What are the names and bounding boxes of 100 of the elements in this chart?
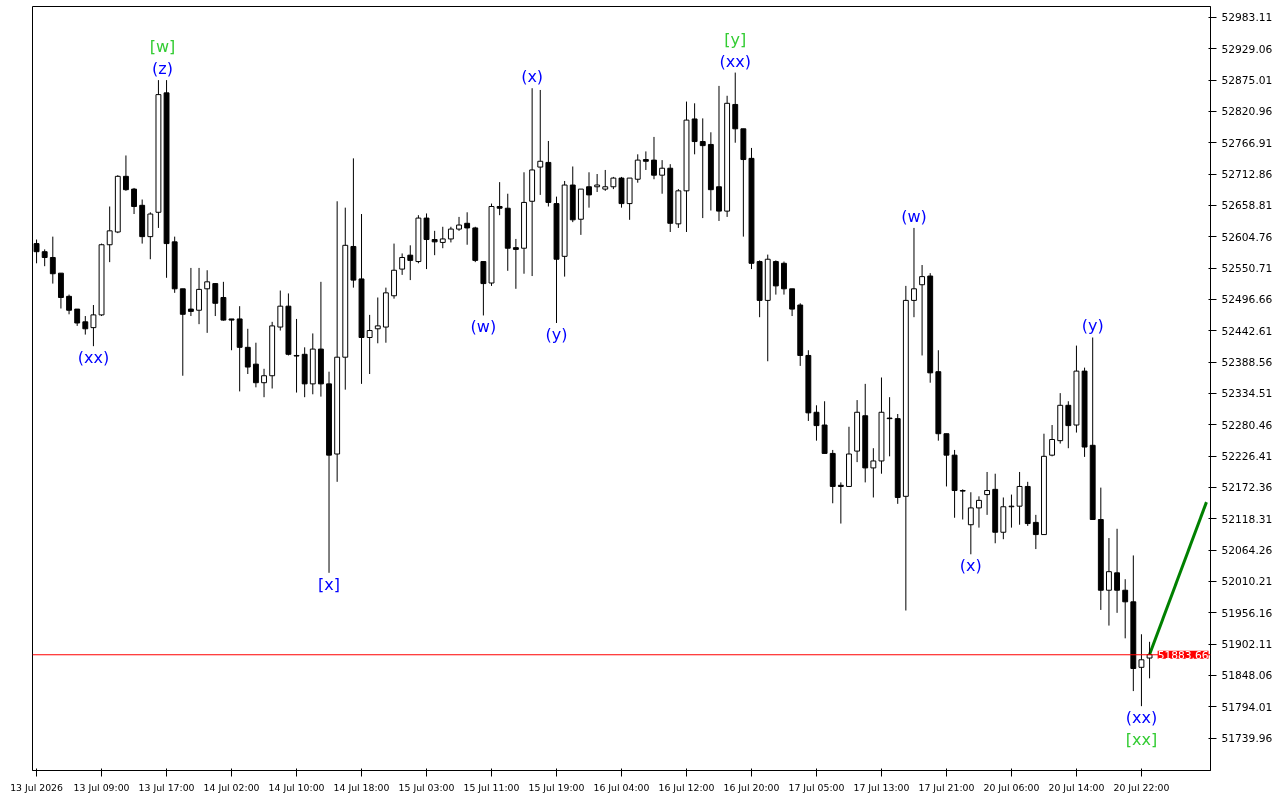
candlestick [106, 205, 113, 263]
candlestick [431, 230, 438, 256]
y-tick-label: 52280.46 [1221, 418, 1273, 432]
candlestick [1114, 528, 1121, 614]
y-tick-label: 52226.41 [1221, 450, 1273, 464]
ref-line-label: 51883.66 [1157, 648, 1209, 662]
candlestick [374, 296, 381, 344]
candlestick [634, 153, 641, 184]
candlestick [196, 267, 202, 325]
candlestick [187, 267, 194, 317]
annotation: [xx] [1125, 730, 1158, 750]
x-tick-label: 15 Jul 19:00 [528, 781, 585, 793]
candlestick [1146, 641, 1153, 679]
y-tick-label: 52658.81 [1221, 199, 1273, 213]
candlestick [399, 252, 406, 276]
annotation: [x] [318, 574, 341, 594]
x-tick-label: 13 Jul 2026 [10, 781, 64, 793]
candlestick [602, 169, 609, 192]
candlestick [407, 244, 414, 281]
y-tick-label: 51902.11 [1221, 638, 1273, 652]
candlestick [147, 211, 154, 260]
y-tick-label: 52875.01 [1221, 74, 1273, 88]
candlestick [699, 117, 706, 219]
candlestick [512, 238, 519, 290]
candlestick [594, 173, 601, 193]
annotation: (z) [152, 59, 173, 79]
x-tick-label: 20 Jul 22:00 [1113, 781, 1170, 793]
y-tick-label: 52172.36 [1221, 481, 1273, 495]
x-tick-label: 17 Jul 13:00 [853, 781, 910, 793]
y-tick-label: 52010.21 [1221, 575, 1273, 589]
annotation: (x) [521, 67, 544, 87]
candlestick [1065, 400, 1072, 449]
candlestick [131, 187, 137, 215]
candlestick [277, 290, 284, 332]
candlestick [870, 447, 877, 498]
annotation: (x) [959, 556, 982, 576]
candlestick [456, 216, 462, 232]
candlestick [1016, 471, 1023, 526]
annotation: (w) [470, 317, 497, 337]
candlestick [204, 269, 211, 334]
y-tick-label: 52118.31 [1221, 512, 1273, 526]
x-tick-label: 16 Jul 12:00 [658, 781, 715, 793]
x-tick-label: 20 Jul 06:00 [983, 781, 1040, 793]
candlestick [480, 261, 487, 316]
y-tick-label: 52442.61 [1221, 324, 1273, 338]
candlestick [293, 318, 300, 394]
x-tick-label: 15 Jul 03:00 [398, 781, 455, 793]
y-tick-label: 52712.86 [1221, 168, 1273, 182]
candlestick [1138, 633, 1145, 707]
candlestick [959, 488, 966, 520]
candlestick [586, 171, 592, 209]
candlestick [261, 368, 267, 398]
candlestick [66, 294, 72, 315]
candlestick [464, 211, 471, 246]
x-tick-label: 14 Jul 18:00 [333, 781, 390, 793]
candlestick [976, 495, 982, 529]
candlestick [1049, 424, 1056, 457]
candlestick [423, 212, 430, 270]
annotation: [y] [724, 29, 747, 49]
candlestick [943, 433, 950, 487]
y-tick-label: 51848.06 [1221, 669, 1273, 683]
candlestick [967, 491, 974, 555]
candlestick [537, 89, 544, 196]
y-tick-label: 52604.76 [1221, 230, 1273, 244]
candlestick [252, 342, 259, 388]
y-tick-label: 52766.91 [1221, 136, 1273, 150]
x-tick-label: 13 Jul 09:00 [73, 781, 130, 793]
y-tick-label: 52388.56 [1221, 356, 1273, 370]
y-tick-label: 51956.16 [1221, 606, 1273, 620]
x-tick-label: 13 Jul 17:00 [138, 781, 195, 793]
x-tick-label: 20 Jul 14:00 [1048, 781, 1105, 793]
annotation: (y) [545, 325, 568, 344]
candlestick [789, 288, 796, 317]
candlestick [1122, 578, 1129, 639]
annotation: (xx) [719, 51, 751, 71]
y-tick-label: 52820.96 [1221, 105, 1273, 119]
candlestick [642, 150, 649, 171]
x-tick-label: 17 Jul 05:00 [788, 781, 845, 793]
y-tick-label: 52983.11 [1221, 11, 1273, 25]
candlestick [49, 236, 56, 285]
y-tick-label: 52550.71 [1221, 262, 1273, 276]
candlestick [82, 315, 89, 336]
annotation: (xx) [1125, 708, 1158, 728]
y-tick-label: 52929.06 [1221, 42, 1273, 56]
candlestick [813, 404, 820, 442]
candlestick [122, 154, 129, 192]
candlestick [212, 282, 219, 317]
candlestick [366, 314, 373, 375]
annotation: [w] [149, 37, 176, 57]
x-tick-label: 16 Jul 04:00 [593, 781, 650, 793]
annotation: (w) [901, 206, 927, 226]
candlestick [651, 136, 657, 180]
y-tick-label: 52334.51 [1221, 387, 1273, 401]
y-tick-label: 51794.01 [1221, 700, 1273, 714]
x-tick-label: 17 Jul 21:00 [918, 781, 975, 793]
x-tick-label: 14 Jul 10:00 [268, 781, 325, 793]
candlestick [1106, 537, 1112, 627]
x-tick-label: 16 Jul 20:00 [723, 781, 780, 793]
candlestick [90, 304, 97, 347]
x-tick-label: 14 Jul 02:00 [203, 781, 260, 793]
